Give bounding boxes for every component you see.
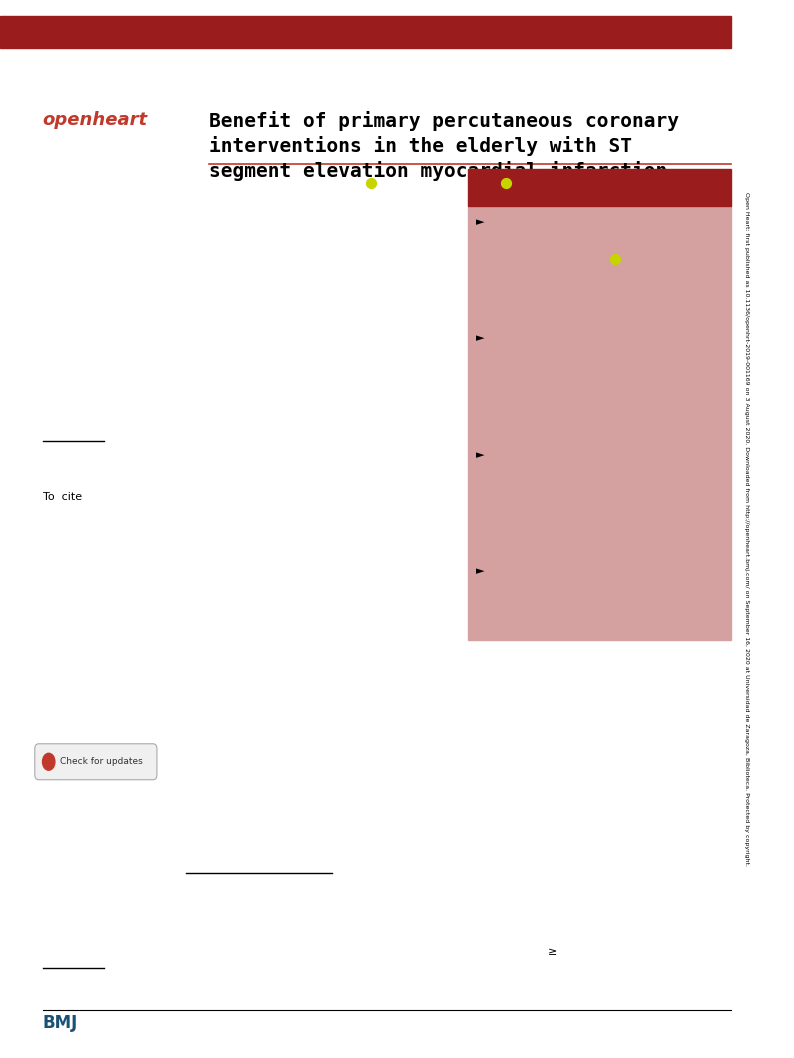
Point xyxy=(364,175,377,191)
Text: ►: ► xyxy=(476,217,484,227)
Text: ►: ► xyxy=(476,450,484,460)
Text: ►: ► xyxy=(476,566,484,577)
Text: To  cite: To cite xyxy=(43,492,82,501)
FancyBboxPatch shape xyxy=(35,744,157,780)
Bar xyxy=(468,169,730,206)
Text: Benefit of primary percutaneous coronary
interventions in the elderly with ST
se: Benefit of primary percutaneous coronary… xyxy=(209,111,679,181)
Bar xyxy=(468,206,730,640)
Text: BMJ: BMJ xyxy=(43,1014,78,1032)
Text: ≥: ≥ xyxy=(548,947,557,957)
Circle shape xyxy=(43,753,55,770)
Point xyxy=(500,175,513,191)
Text: openheart: openheart xyxy=(43,111,148,129)
Text: Open Heart: first published as 10.1136/openhrt-2019-001169 on 3 August 2020. Dow: Open Heart: first published as 10.1136/o… xyxy=(744,191,749,867)
Text: ►: ► xyxy=(476,333,484,344)
Text: Check for updates: Check for updates xyxy=(60,758,142,766)
Point xyxy=(608,251,621,268)
Bar xyxy=(0,16,730,48)
